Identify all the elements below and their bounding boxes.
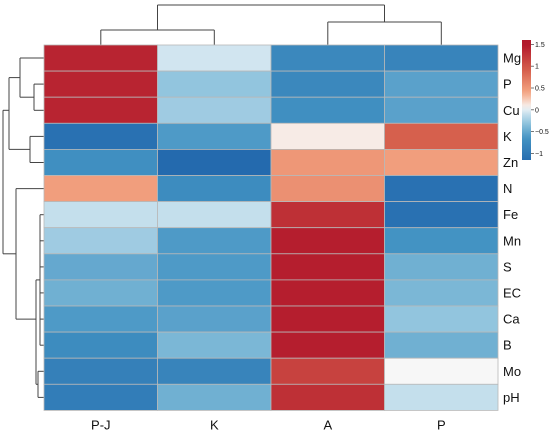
- heatmap-cell-s-p-j: [43, 253, 158, 281]
- row-label-ec: EC: [503, 285, 521, 300]
- row-label-ph: pH: [503, 390, 520, 405]
- color-legend: 1.5 1 0.5 0 −0.5 −1: [522, 40, 549, 160]
- row-label-ca: Ca: [503, 312, 520, 327]
- heatmap-cell-cu-k: [157, 96, 272, 124]
- heatmap-cell-mo-p-j: [43, 357, 158, 385]
- heatmap-cell-mo-k: [157, 357, 272, 385]
- heatmap-cell-ca-p-j: [43, 305, 158, 333]
- heatmap-cell-ca-p: [384, 305, 499, 333]
- heatmap-cell-zn-p: [384, 148, 499, 176]
- heatmap-cell-b-a: [270, 331, 385, 359]
- color-legend-tick-label-5: −1: [535, 151, 543, 158]
- heatmap-cell-mo-p: [384, 357, 499, 385]
- heatmap-cell-ec-k: [157, 279, 272, 307]
- heatmap-cell-mn-k: [157, 227, 272, 255]
- heatmap-cell-s-k: [157, 253, 272, 281]
- heatmap-cell-k-p-j: [43, 122, 158, 150]
- row-label-b: B: [503, 338, 512, 353]
- heatmap-cell-cu-p-j: [43, 96, 158, 124]
- heatmap-cell-b-p-j: [43, 331, 158, 359]
- row-label-mg: Mg: [503, 51, 521, 66]
- heatmap-cell-n-p: [384, 175, 499, 203]
- heatmap-cell-n-p-j: [43, 175, 158, 203]
- heatmap-cell-ph-p: [384, 383, 499, 411]
- column-label-p-j: P-J: [91, 417, 111, 432]
- heatmap-cell-ph-p-j: [43, 383, 158, 411]
- heatmap-cell-mo-a: [270, 357, 385, 385]
- heatmap-cell-zn-k: [157, 148, 272, 176]
- heatmap-cell-zn-a: [270, 148, 385, 176]
- row-label-n: N: [503, 181, 512, 196]
- column-label-k: K: [210, 417, 219, 432]
- row-label-cu: Cu: [503, 103, 520, 118]
- heatmap-cell-cu-p: [384, 96, 499, 124]
- heatmap-cell-mg-p-j: [43, 44, 158, 72]
- heatmap-cells: [43, 44, 499, 411]
- heatmap-cell-ph-k: [157, 383, 272, 411]
- heatmap-cell-ph-a: [270, 383, 385, 411]
- column-labels: P-J K A P: [91, 417, 446, 432]
- row-label-zn: Zn: [503, 155, 518, 170]
- heatmap-cell-ca-k: [157, 305, 272, 333]
- heatmap-cell-mg-a: [270, 44, 385, 72]
- column-label-a: A: [323, 417, 332, 432]
- heatmap-cell-n-k: [157, 175, 272, 203]
- row-label-fe: Fe: [503, 207, 518, 222]
- heatmap-cell-mg-p: [384, 44, 499, 72]
- heatmap-cell-fe-a: [270, 201, 385, 229]
- heatmap-cell-k-p: [384, 122, 499, 150]
- row-label-mo: Mo: [503, 364, 521, 379]
- heatmap-cell-fe-p: [384, 201, 499, 229]
- heatmap-cell-k-k: [157, 122, 272, 150]
- heatmap-cell-fe-p-j: [43, 201, 158, 229]
- heatmap-cell-ca-a: [270, 305, 385, 333]
- heatmap-cell-mn-a: [270, 227, 385, 255]
- heatmap-cell-zn-p-j: [43, 148, 158, 176]
- column-dendrogram: [100, 4, 442, 45]
- heatmap-cell-p-p: [384, 70, 499, 98]
- color-legend-tick-label-4: −0.5: [535, 129, 549, 136]
- heatmap-cell-fe-k: [157, 201, 272, 229]
- color-legend-tick-label-1: 1: [535, 64, 539, 71]
- column-label-p: P: [437, 417, 446, 432]
- row-label-p: P: [503, 77, 512, 92]
- heatmap-cell-s-a: [270, 253, 385, 281]
- row-labels: Mg P Cu K Zn N Fe Mn S EC Ca B Mo pH: [503, 51, 521, 405]
- row-label-s: S: [503, 259, 512, 274]
- color-legend-tick-label-3: 0: [535, 107, 539, 114]
- color-legend-bar: [522, 40, 531, 160]
- color-legend-tick-label-0: 1.5: [535, 42, 545, 49]
- heatmap-cell-k-a: [270, 122, 385, 150]
- heatmap-cell-mn-p: [384, 227, 499, 255]
- heatmap-cell-p-k: [157, 70, 272, 98]
- heatmap-cell-n-a: [270, 175, 385, 203]
- heatmap-cell-p-p-j: [43, 70, 158, 98]
- row-label-mn: Mn: [503, 233, 521, 248]
- heatmap-cell-mg-k: [157, 44, 272, 72]
- heatmap-cell-ec-a: [270, 279, 385, 307]
- heatmap-cell-p-a: [270, 70, 385, 98]
- heatmap-cell-b-k: [157, 331, 272, 359]
- heatmap-cell-b-p: [384, 331, 499, 359]
- heatmap-cell-ec-p: [384, 279, 499, 307]
- row-label-k: K: [503, 129, 512, 144]
- heatmap-cell-cu-a: [270, 96, 385, 124]
- row-dendrogram: [2, 57, 44, 398]
- color-legend-tick-label-2: 0.5: [535, 86, 545, 93]
- heatmap-cell-mn-p-j: [43, 227, 158, 255]
- heatmap-cell-s-p: [384, 253, 499, 281]
- heatmap-cell-ec-p-j: [43, 279, 158, 307]
